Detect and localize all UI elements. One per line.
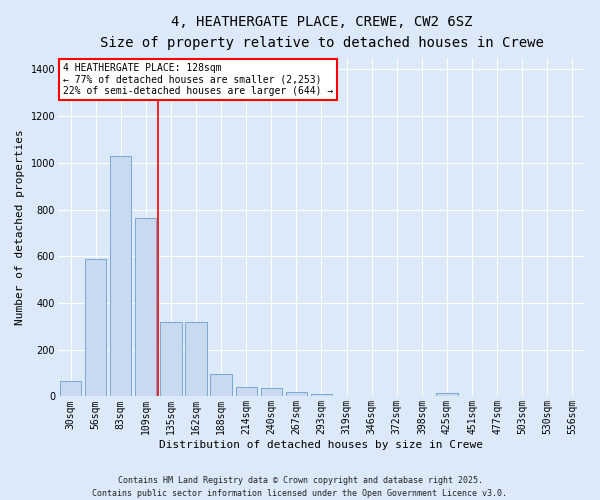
Bar	[311, 394, 332, 396]
X-axis label: Distribution of detached houses by size in Crewe: Distribution of detached houses by size …	[160, 440, 484, 450]
Bar	[160, 322, 182, 396]
Bar	[260, 388, 282, 396]
Bar	[135, 218, 157, 396]
Bar	[236, 387, 257, 396]
Text: Contains HM Land Registry data © Crown copyright and database right 2025.
Contai: Contains HM Land Registry data © Crown c…	[92, 476, 508, 498]
Bar	[436, 393, 458, 396]
Title: 4, HEATHERGATE PLACE, CREWE, CW2 6SZ
Size of property relative to detached house: 4, HEATHERGATE PLACE, CREWE, CW2 6SZ Siz…	[100, 15, 544, 50]
Text: 4 HEATHERGATE PLACE: 128sqm
← 77% of detached houses are smaller (2,253)
22% of : 4 HEATHERGATE PLACE: 128sqm ← 77% of det…	[63, 63, 334, 96]
Bar	[185, 322, 206, 396]
Bar	[286, 392, 307, 396]
Bar	[211, 374, 232, 396]
Bar	[85, 258, 106, 396]
Bar	[60, 381, 81, 396]
Y-axis label: Number of detached properties: Number of detached properties	[15, 129, 25, 325]
Bar	[110, 156, 131, 396]
